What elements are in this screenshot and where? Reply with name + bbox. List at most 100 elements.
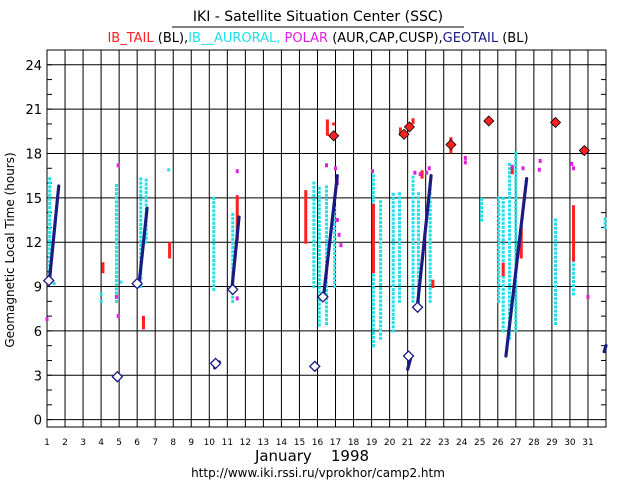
- geotail-marker: [411, 301, 424, 314]
- auroral-point: [325, 243, 328, 247]
- tail-point: [101, 267, 105, 271]
- auroral-point: [501, 201, 505, 205]
- auroral-point: [231, 246, 235, 250]
- x-tick-label: 12: [240, 438, 251, 448]
- auroral-point: [554, 309, 558, 313]
- polar-point: [370, 169, 374, 174]
- auroral-point: [379, 241, 383, 245]
- auroral-point: [379, 254, 383, 258]
- auroral-point: [325, 214, 328, 218]
- legend-entry-0: IB_TAIL: [107, 31, 154, 46]
- polar-point: [425, 170, 429, 175]
- tail-point: [572, 213, 576, 217]
- auroral-point: [514, 304, 518, 308]
- auroral-point: [48, 210, 52, 214]
- auroral-point: [501, 259, 505, 263]
- auroral-point: [371, 178, 375, 182]
- auroral-point: [312, 181, 316, 185]
- auroral-point: [428, 262, 432, 266]
- auroral-point: [48, 218, 52, 222]
- auroral-point: [411, 175, 415, 179]
- auroral-point: [231, 225, 235, 229]
- auroral-point: [411, 283, 415, 287]
- geotail-marker: [402, 350, 415, 362]
- auroral-point: [333, 260, 337, 264]
- polar-point: [570, 161, 574, 166]
- auroral-point: [398, 204, 402, 208]
- auroral-point: [231, 258, 235, 262]
- auroral-point: [398, 295, 402, 299]
- tail-point: [304, 219, 308, 223]
- auroral-point: [371, 331, 375, 335]
- auroral-point: [501, 225, 505, 229]
- auroral-point: [114, 258, 118, 262]
- auroral-point: [554, 226, 558, 230]
- auroral-point: [497, 279, 501, 283]
- tail-point: [304, 227, 308, 231]
- y-tick-label: 24: [25, 59, 42, 74]
- auroral-point: [317, 232, 321, 236]
- auroral-point: [333, 231, 337, 235]
- auroral-point: [508, 179, 512, 183]
- auroral-point: [501, 205, 505, 209]
- auroral-point: [139, 193, 143, 197]
- auroral-point: [333, 285, 337, 289]
- tail-point: [304, 224, 308, 228]
- auroral-point: [508, 287, 512, 291]
- auroral-point: [391, 275, 395, 279]
- auroral-point: [391, 267, 395, 271]
- auroral-point: [398, 283, 402, 287]
- auroral-point: [514, 242, 518, 246]
- auroral-point: [114, 270, 118, 274]
- auroral-point: [312, 264, 316, 268]
- auroral-point: [379, 204, 383, 208]
- auroral-point: [508, 191, 512, 195]
- auroral-point: [371, 277, 375, 281]
- tail-point: [519, 239, 523, 243]
- x-tick-label: 2: [62, 438, 68, 448]
- auroral-point: [416, 217, 420, 221]
- auroral-point: [379, 324, 383, 328]
- auroral-point: [508, 270, 512, 274]
- auroral-point: [514, 300, 518, 304]
- auroral-point: [371, 186, 375, 190]
- tail-point: [304, 240, 308, 244]
- auroral-point: [391, 196, 395, 200]
- auroral-point: [501, 292, 505, 296]
- tail-marker: [403, 121, 416, 133]
- auroral-point: [312, 210, 316, 214]
- auroral-point: [139, 177, 143, 181]
- auroral-point: [508, 216, 512, 220]
- auroral-point: [325, 189, 328, 193]
- auroral-point: [416, 192, 420, 196]
- auroral-point: [52, 282, 56, 286]
- polar-point: [586, 294, 590, 299]
- auroral-point: [501, 234, 505, 238]
- auroral-point: [114, 229, 118, 233]
- auroral-point: [411, 262, 415, 266]
- auroral-point: [514, 213, 518, 217]
- auroral-point: [572, 288, 576, 292]
- auroral-point: [114, 217, 118, 221]
- auroral-point: [371, 174, 375, 178]
- auroral-point: [371, 182, 375, 186]
- auroral-point: [144, 199, 148, 203]
- auroral-point: [312, 235, 316, 239]
- x-tick-label: 20: [384, 438, 396, 448]
- auroral-point: [411, 254, 415, 258]
- auroral-point: [114, 283, 118, 287]
- auroral-point: [317, 277, 321, 281]
- auroral-point: [371, 199, 375, 203]
- auroral-point: [48, 230, 52, 234]
- auroral-point: [497, 196, 501, 200]
- auroral-point: [391, 238, 395, 242]
- x-tick-label: 22: [420, 438, 431, 448]
- auroral-point: [514, 155, 518, 159]
- auroral-point: [508, 237, 512, 241]
- x-tick-label: 26: [492, 438, 504, 448]
- auroral-point: [603, 221, 607, 225]
- tail-point: [411, 118, 415, 122]
- x-tick-label: 19: [366, 438, 378, 448]
- auroral-point: [231, 212, 235, 216]
- tail-point: [411, 120, 415, 124]
